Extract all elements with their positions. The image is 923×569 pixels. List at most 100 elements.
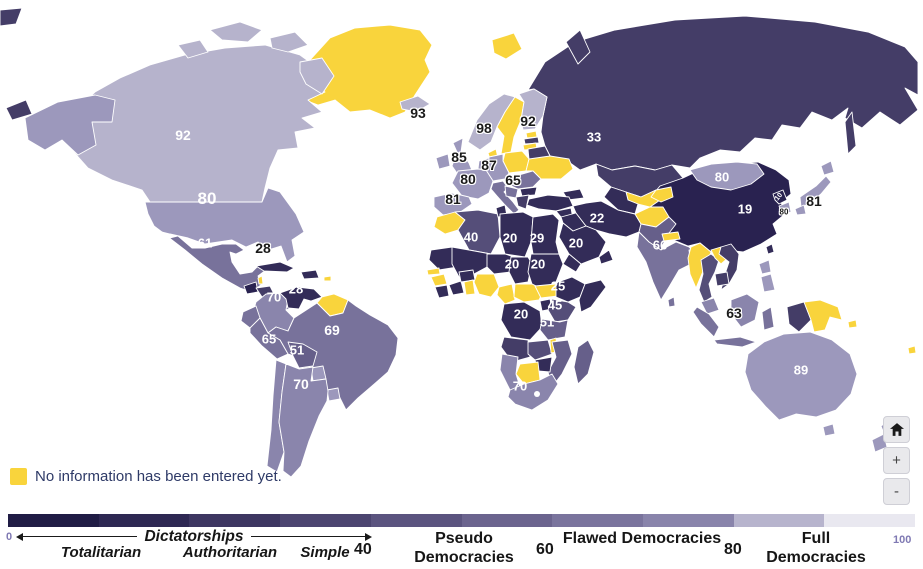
- country-cameroon[interactable]: [496, 283, 516, 305]
- zoom-in-button[interactable]: +: [883, 447, 910, 474]
- country-region[interactable]: [562, 253, 582, 273]
- country-spain[interactable]: [433, 192, 473, 216]
- country-region[interactable]: [448, 280, 465, 296]
- country-alaska[interactable]: [24, 94, 116, 156]
- country-region[interactable]: [300, 269, 320, 280]
- zoom-out-button[interactable]: -: [883, 478, 910, 505]
- country-region[interactable]: [323, 275, 332, 282]
- country-peru[interactable]: [249, 317, 289, 360]
- country-mali[interactable]: [451, 246, 492, 278]
- country-ukraine[interactable]: [525, 155, 574, 180]
- country-zambia[interactable]: [527, 339, 553, 361]
- country-region[interactable]: [650, 186, 674, 203]
- legend-gradient-segment: [642, 514, 734, 527]
- legend-gradient-segment: [552, 514, 643, 527]
- country-finland[interactable]: [518, 88, 548, 131]
- home-button[interactable]: [883, 416, 910, 443]
- country-venezuela[interactable]: [279, 286, 323, 310]
- country-ethiopia[interactable]: [555, 276, 586, 303]
- country-region[interactable]: [765, 243, 775, 255]
- country-region[interactable]: [477, 157, 490, 171]
- country-svalbard[interactable]: [491, 32, 523, 60]
- country-south-africa[interactable]: [507, 373, 559, 411]
- country-mozambique[interactable]: [547, 339, 573, 388]
- country-australia[interactable]: [744, 331, 858, 421]
- country-canada[interactable]: [61, 44, 326, 203]
- country-region[interactable]: [0, 7, 23, 27]
- country-argentina[interactable]: [278, 363, 329, 478]
- country-turkey[interactable]: [526, 194, 574, 212]
- country-chad[interactable]: [508, 256, 533, 285]
- country-region[interactable]: [269, 31, 309, 53]
- country-region[interactable]: [430, 273, 448, 287]
- country-madagascar[interactable]: [573, 339, 595, 385]
- country-lesotho[interactable]: [534, 391, 540, 397]
- country-tanzania[interactable]: [539, 318, 569, 341]
- country-kenya[interactable]: [547, 298, 577, 323]
- country-region[interactable]: [714, 271, 730, 287]
- country-turkmenistan[interactable]: [603, 186, 639, 215]
- pseudo-democracies-label: Pseudo Democracies: [414, 530, 514, 567]
- country-region[interactable]: [177, 39, 209, 59]
- world-map[interactable]: [0, 0, 923, 505]
- country-algeria[interactable]: [454, 209, 501, 255]
- country-region[interactable]: [435, 153, 451, 170]
- country-dr-congo[interactable]: [500, 301, 543, 341]
- country-region[interactable]: [786, 301, 812, 333]
- country-region[interactable]: [426, 267, 441, 276]
- country-romania[interactable]: [504, 170, 542, 190]
- country-region[interactable]: [463, 279, 476, 296]
- scale-tick-40: 40: [354, 541, 372, 558]
- country-libya[interactable]: [499, 211, 534, 258]
- country-saudi-arabia[interactable]: [558, 222, 607, 265]
- country-region[interactable]: [598, 249, 614, 265]
- country-papua-new-guinea[interactable]: [803, 299, 843, 333]
- country-cuba[interactable]: [255, 261, 295, 273]
- country-mexico[interactable]: [161, 231, 267, 293]
- country-region[interactable]: [730, 293, 760, 328]
- country-region[interactable]: [713, 336, 757, 348]
- country-region[interactable]: [565, 29, 591, 65]
- country-russia[interactable]: [527, 15, 919, 171]
- country-sweden[interactable]: [496, 96, 525, 155]
- country-somalia[interactable]: [578, 279, 607, 313]
- country-region[interactable]: [667, 296, 676, 308]
- country-region[interactable]: [434, 284, 450, 299]
- country-south-korea[interactable]: [778, 201, 792, 216]
- country-region[interactable]: [820, 160, 835, 176]
- country-region[interactable]: [794, 204, 807, 216]
- country-region[interactable]: [822, 423, 836, 437]
- country-italy[interactable]: [490, 180, 520, 215]
- country-india[interactable]: [636, 231, 697, 301]
- country-nepal[interactable]: [661, 231, 681, 242]
- country-greenland[interactable]: [299, 24, 433, 119]
- country-region[interactable]: [519, 186, 538, 197]
- country-region[interactable]: [515, 194, 530, 210]
- country-egypt[interactable]: [530, 213, 560, 255]
- country-nigeria[interactable]: [473, 273, 500, 298]
- country-mongolia[interactable]: [689, 161, 765, 191]
- country-region[interactable]: [299, 57, 335, 95]
- country-region[interactable]: [326, 387, 341, 402]
- country-region[interactable]: [907, 345, 917, 355]
- country-malaysia[interactable]: [700, 297, 720, 315]
- country-laos[interactable]: [710, 246, 730, 265]
- country-region[interactable]: [243, 281, 259, 295]
- country-philippines[interactable]: [758, 259, 772, 275]
- country-region[interactable]: [5, 99, 33, 121]
- country-japan[interactable]: [799, 175, 832, 208]
- country-france[interactable]: [451, 168, 494, 200]
- country-myanmar[interactable]: [687, 242, 712, 289]
- country-north-korea[interactable]: [772, 189, 788, 205]
- country-region[interactable]: [523, 136, 540, 145]
- country-region[interactable]: [847, 319, 858, 329]
- country-indonesia[interactable]: [692, 306, 720, 338]
- country-region[interactable]: [844, 111, 857, 155]
- country-region[interactable]: [209, 21, 263, 43]
- country-iceland[interactable]: [399, 95, 431, 113]
- country-bolivia[interactable]: [287, 341, 318, 369]
- country-united-states[interactable]: [144, 187, 305, 263]
- country-region[interactable]: [257, 275, 264, 285]
- country-philippines[interactable]: [760, 273, 776, 293]
- country-region[interactable]: [761, 306, 775, 331]
